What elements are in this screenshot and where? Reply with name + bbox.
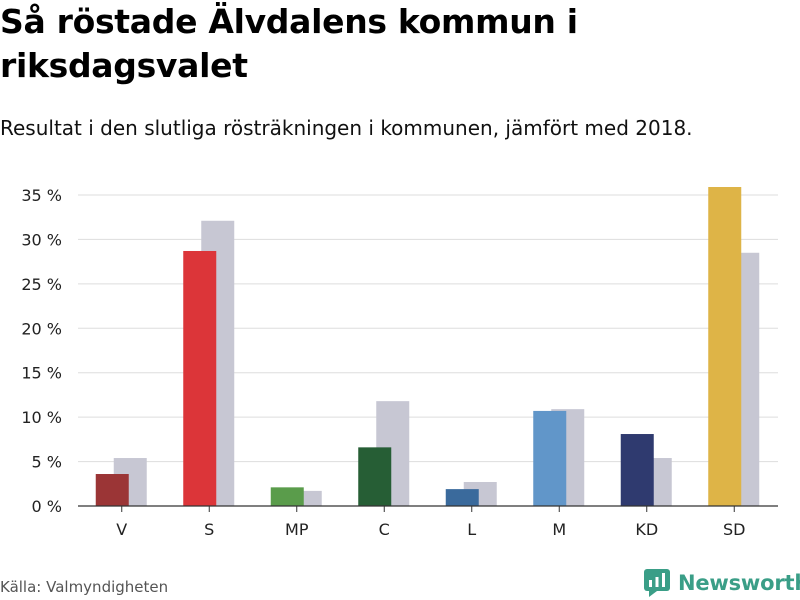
bar-2022-sd	[708, 187, 742, 506]
bar-2022-kd	[620, 434, 654, 506]
x-tick-label: V	[116, 520, 127, 539]
x-tick-label: KD	[635, 520, 658, 539]
bar-chart: 0 % 5 % 10 % 15 % 20 % 25 % 30 % 35 % V S MP C L M KD S…	[21, 186, 778, 539]
y-tick-label: 20 %	[21, 319, 62, 338]
newsworthy-logo-text: Newsworthy	[678, 571, 800, 595]
bar-2022-c	[358, 447, 392, 506]
newsworthy-logo: Newsworthy	[643, 568, 800, 598]
x-tick-label: M	[552, 520, 566, 539]
bar-2022-l	[445, 489, 479, 506]
y-tick-label: 15 %	[21, 364, 62, 383]
y-tick-label: 10 %	[21, 408, 62, 427]
x-tick-label: S	[204, 520, 214, 539]
bar-2022-s	[183, 250, 217, 506]
y-tick-label: 0 %	[32, 497, 62, 516]
x-tick-label: SD	[723, 520, 745, 539]
newsworthy-logo-icon	[644, 569, 670, 597]
bar-2022-mp	[270, 487, 304, 506]
chart-title: Så röstade Älvdalens kommun i riksdagsva…	[0, 2, 578, 85]
y-tick-label: 25 %	[21, 275, 62, 294]
x-tick-label: MP	[285, 520, 309, 539]
y-tick-label: 35 %	[21, 186, 62, 205]
x-tick-label: L	[467, 520, 476, 539]
x-tick-label: C	[379, 520, 390, 539]
source-note: Källa: Valmyndigheten	[0, 578, 169, 596]
y-tick-label: 30 %	[21, 230, 62, 249]
bar-2022-v	[95, 474, 129, 506]
chart-subtitle: Resultat i den slutliga rösträkningen i …	[0, 116, 693, 140]
bar-2022-m	[533, 410, 567, 506]
y-tick-label: 5 %	[32, 453, 62, 472]
